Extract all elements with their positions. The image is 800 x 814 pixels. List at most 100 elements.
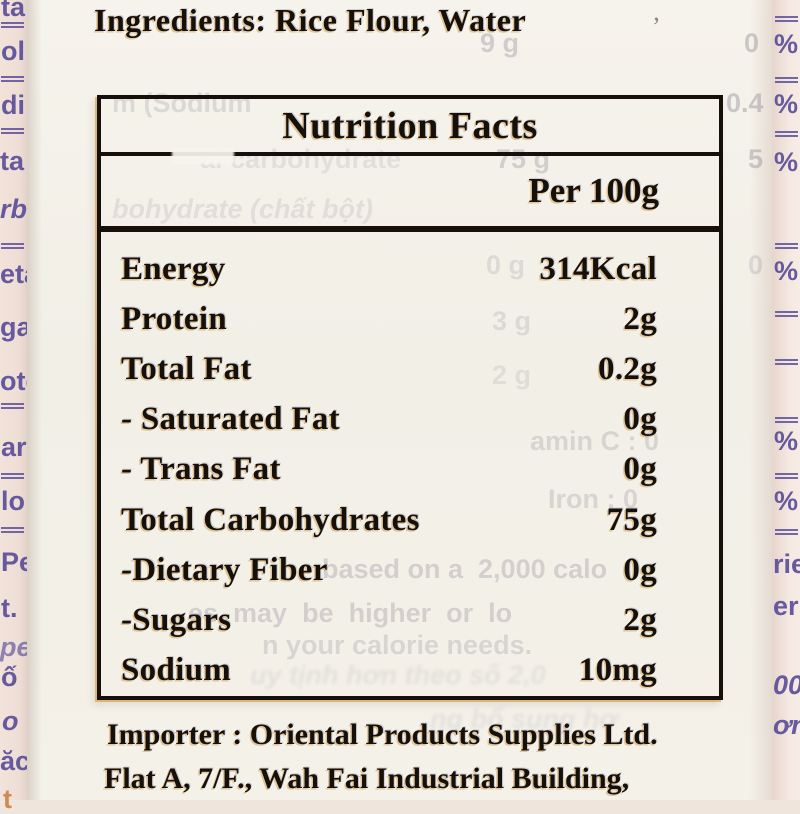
nutrient-label: -Dietary Fiber <box>121 551 328 588</box>
nutrient-value: 0.2g <box>598 351 657 388</box>
under-label-text-fragment: di <box>1 90 25 120</box>
under-label-right-strip: %%%%%% rie er 00 ơn <box>772 0 800 800</box>
under-label-rule-dash <box>775 131 798 137</box>
row-sodium: Sodium 10mg <box>101 646 719 696</box>
label-scuff-mark <box>172 148 234 164</box>
row-protein: Protein 2g <box>101 294 719 344</box>
ghost-text-fragment: 2 g <box>492 360 532 390</box>
ghost-text-fragment: 0.4 <box>726 88 764 118</box>
nutrient-label: Sodium <box>121 652 232 689</box>
under-label-rule-dash <box>775 529 798 535</box>
nutrient-label: Total Fat <box>121 351 252 388</box>
row-saturated-fat: - Saturated Fat 0g <box>101 395 719 445</box>
ghost-text-fragment: 9 g <box>480 28 520 58</box>
ghost-text-fragment: n your calorie needs. <box>262 630 533 660</box>
nutrition-facts-panel: Nutrition Facts Per 100g Energy 314Kcal … <box>97 95 723 700</box>
nutrient-value: 0g <box>623 451 657 488</box>
nutrient-value: 0g <box>623 401 657 438</box>
under-label-text-fragment: ga <box>0 312 32 342</box>
under-label-text-fragment: t <box>3 784 12 814</box>
under-label-text-fragment: % <box>774 256 799 286</box>
row-trans-fat: - Trans Fat 0g <box>101 445 719 495</box>
under-label-rule-dash <box>1 128 24 134</box>
label-paper <box>27 0 772 800</box>
under-label-text-fragment: % <box>774 147 799 177</box>
ghost-text-fragment: 3 g <box>492 306 532 336</box>
under-label-text-fragment: % <box>774 426 799 456</box>
ghost-text-fragment: m (Sodium <box>112 88 252 118</box>
nutrient-value: 75g <box>606 501 657 538</box>
ghost-text-fragment: Iron : 0 <box>548 484 639 514</box>
under-label-rule-dash <box>1 22 24 28</box>
under-label-text-fragment: rb <box>0 194 27 224</box>
nutrient-value: 2g <box>623 602 657 639</box>
row-dietary-fiber: -Dietary Fiber 0g <box>101 545 719 595</box>
ghost-text-fragment: 5 <box>748 144 764 174</box>
under-label-rule-dash <box>775 473 798 479</box>
ingredients-line: Ingredients: Rice Flour, Water <box>94 2 527 38</box>
under-label-text-fragment: ol <box>1 36 25 66</box>
under-label-text-fragment: ta <box>1 0 26 22</box>
nutrient-value: 10mg <box>578 652 657 689</box>
row-total-fat: Total Fat 0.2g <box>101 344 719 394</box>
nutrient-label: -Sugars <box>121 602 232 639</box>
ghost-text-fragment: based on a 2,000 calo <box>322 554 608 584</box>
nutrient-label: - Trans Fat <box>121 451 281 488</box>
under-label-text-fragment: % <box>774 486 799 516</box>
nutrition-facts-header: Nutrition Facts <box>101 99 719 156</box>
under-label-text-fragment: 00 <box>773 670 800 700</box>
under-label-rule-dash <box>775 417 798 423</box>
under-label-text-fragment: ố <box>1 662 18 692</box>
under-label-text-fragment: lo <box>1 486 25 516</box>
nutrient-value: 2g <box>623 300 657 337</box>
serving-basis-row: Per 100g <box>101 156 719 232</box>
nutrient-value: 0g <box>623 551 657 588</box>
ghost-text-fragment: 0 g <box>486 250 526 280</box>
under-label-rule-dash <box>775 16 798 22</box>
per-100g-label: Per 100g <box>528 171 659 210</box>
under-label-rule-dash <box>1 473 24 479</box>
under-label-left-strip: ta ol di ta rb eta ga ote ar lo Pe t. pe ố o ăc t <box>0 0 41 813</box>
under-label-text-fragment: pe <box>0 632 32 662</box>
row-energy: Energy 314Kcal <box>101 244 719 294</box>
nutrient-rows: Energy 314Kcal Protein 2g Total Fat 0.2g… <box>101 232 719 696</box>
under-label-text-fragment: ơn <box>773 710 800 740</box>
ghost-text-fragment: amin C : 0 <box>530 426 660 456</box>
row-sugars: -Sugars 2g <box>101 596 719 646</box>
nutrient-label: Total Carbohydrates <box>121 501 420 538</box>
under-label-text-fragment: ar <box>1 432 27 462</box>
ghost-text-fragment: 0 <box>744 28 760 58</box>
under-label-rule-dash <box>775 77 798 83</box>
under-label-rule-dash <box>1 527 24 533</box>
ghost-text-fragment: bohydrate (chất bột) <box>112 194 373 224</box>
nutrient-label: Energy <box>121 250 226 287</box>
under-label-rule-dash <box>775 311 798 317</box>
ghost-text-fragment: es may be higher or lo <box>188 598 513 628</box>
under-label-rule-dash <box>1 76 24 82</box>
under-label-text-fragment: % <box>774 29 799 59</box>
under-label-text-fragment: rie <box>773 549 800 579</box>
nutrient-value: 314Kcal <box>539 250 657 287</box>
under-label-rule-dash <box>1 403 24 409</box>
under-label-rule-dash <box>775 359 798 365</box>
nutrition-facts-title: Nutrition Facts <box>282 104 538 147</box>
importer-line-1: Importer : Oriental Products Supplies Lt… <box>107 718 658 751</box>
under-label-rule-dash <box>1 243 24 249</box>
ghost-text-fragment: 0 <box>748 250 764 280</box>
under-label-rule-dash <box>775 243 798 249</box>
under-label-text-fragment: o <box>2 706 19 736</box>
nutrient-label: Protein <box>121 300 227 337</box>
under-label-text-fragment: % <box>774 89 799 119</box>
nutrient-label: - Saturated Fat <box>121 401 340 438</box>
ghost-text-fragment: uy tịnh hơn theo số 2,0 <box>250 660 546 690</box>
print-speck: ’ <box>652 12 661 41</box>
under-label-text-fragment: t. <box>1 593 18 623</box>
importer-line-2: Flat A, 7/F., Wah Fai Industrial Buildin… <box>104 762 630 795</box>
under-label-text-fragment: er <box>773 591 799 621</box>
under-label-text-fragment: ăc <box>0 746 31 776</box>
ghost-text-fragment: ng bổ sung hơ <box>430 704 618 734</box>
under-label-text-fragment: ta <box>0 146 25 176</box>
row-total-carbohydrates: Total Carbohydrates 75g <box>101 495 719 545</box>
